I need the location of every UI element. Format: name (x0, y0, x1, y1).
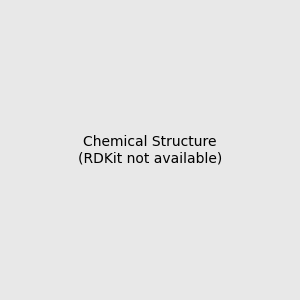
Text: Chemical Structure
(RDKit not available): Chemical Structure (RDKit not available) (78, 135, 222, 165)
